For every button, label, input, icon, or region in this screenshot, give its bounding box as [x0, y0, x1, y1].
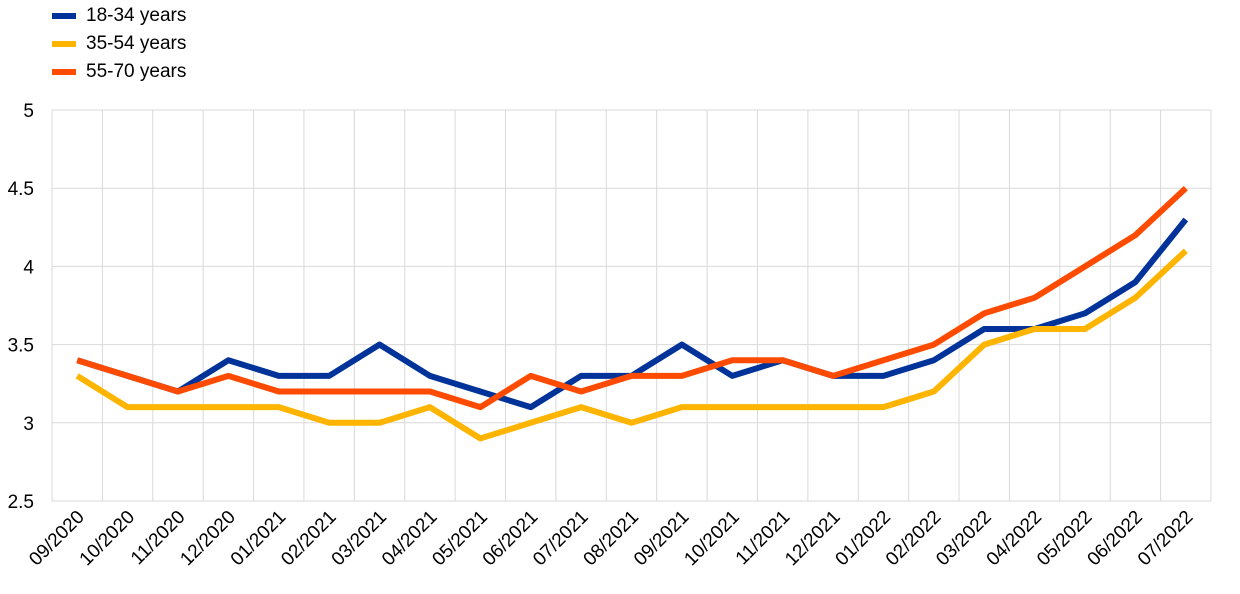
x-tick-label: 02/2022	[882, 507, 945, 570]
x-tick-label: 08/2021	[580, 507, 643, 570]
legend: 18-34 years 35-54 years 55-70 years	[52, 2, 186, 86]
x-tick-label: 03/2022	[932, 507, 995, 570]
x-tick-label: 01/2022	[832, 507, 895, 570]
legend-swatch-35-54	[52, 41, 76, 47]
y-axis: 2.5 3 3.5 4 4.5 5	[8, 101, 35, 513]
x-tick-label: 05/2022	[1033, 507, 1096, 570]
series-line-35-54-years	[75, 248, 1188, 442]
x-tick-label: 09/2020	[25, 507, 88, 570]
legend-label-55-70: 55-70 years	[86, 61, 187, 82]
x-tick-label: 03/2021	[328, 507, 391, 570]
legend-label-35-54: 35-54 years	[86, 33, 187, 54]
y-tick-label: 5	[23, 101, 34, 122]
x-tick-label: 07/2021	[529, 507, 592, 570]
x-tick-label: 12/2020	[176, 507, 239, 570]
legend-item-18-34: 18-34 years	[52, 2, 186, 30]
x-tick-label: 02/2021	[277, 507, 340, 570]
legend-swatch-18-34	[52, 13, 76, 19]
legend-label-18-34: 18-34 years	[86, 5, 187, 26]
y-tick-label: 3.5	[8, 336, 34, 357]
y-tick-label: 3	[23, 414, 34, 435]
grid	[51, 109, 1212, 502]
series-line-55-70-years	[76, 186, 1188, 411]
x-axis: 09/202010/202011/202012/202001/202102/20…	[25, 500, 1211, 570]
y-tick-label: 4.5	[8, 179, 34, 200]
y-tick-label: 4	[23, 257, 34, 278]
x-tick-label: 05/2021	[428, 507, 491, 570]
x-tick-label: 10/2020	[76, 507, 139, 570]
x-tick-label: 06/2021	[479, 507, 542, 570]
x-tick-label: 01/2021	[227, 507, 290, 570]
x-tick-label: 09/2021	[630, 507, 693, 570]
x-tick-label: 10/2021	[680, 507, 743, 570]
series-lines	[75, 186, 1189, 442]
y-tick-label: 2.5	[8, 492, 34, 513]
legend-item-35-54: 35-54 years	[52, 30, 186, 58]
legend-item-55-70: 55-70 years	[52, 58, 186, 86]
x-tick-label: 04/2022	[983, 507, 1046, 570]
x-tick-label: 06/2022	[1084, 507, 1147, 570]
legend-swatch-55-70	[52, 69, 76, 75]
x-tick-label: 12/2021	[781, 507, 844, 570]
x-tick-label: 04/2021	[378, 507, 441, 570]
x-tick-label: 07/2022	[1134, 507, 1197, 570]
